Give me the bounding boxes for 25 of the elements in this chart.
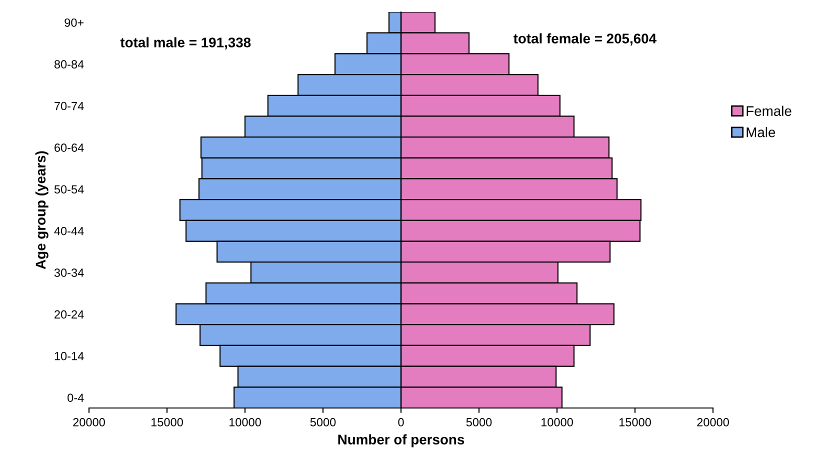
x-tick-label: 5000 <box>310 418 336 426</box>
x-tick-label: 15000 <box>151 418 183 426</box>
legend-label: Female <box>746 106 792 116</box>
y-axis-title: Age group (years) <box>35 151 48 270</box>
x-tick-label: 20000 <box>697 418 729 426</box>
y-tick-label: 60-64 <box>54 144 84 152</box>
x-axis-title: Number of persons <box>338 434 464 448</box>
y-tick-label: 30-34 <box>54 268 84 277</box>
y-tick-label: 70-74 <box>54 102 84 110</box>
x-tick-label: 10000 <box>229 418 261 426</box>
x-tick-label: 15000 <box>619 418 651 426</box>
legend-label: Male <box>746 127 776 138</box>
y-tick-label: 40-44 <box>54 226 84 236</box>
y-tick-label: 80-84 <box>54 60 84 68</box>
x-tick-label: 0 <box>398 418 404 426</box>
y-tick-label: 0-4 <box>68 394 84 402</box>
y-tick-label: 90+ <box>64 18 84 27</box>
annotation: total female = 205,604 <box>513 33 656 46</box>
x-tick-label: 5000 <box>466 418 492 426</box>
y-tick-label: 50-54 <box>54 185 84 194</box>
y-tick-label: 20-24 <box>54 310 84 319</box>
y-tick-label: 10-14 <box>54 352 84 360</box>
annotation: total male = 191,338 <box>120 37 251 50</box>
x-tick-label: 10000 <box>541 418 573 426</box>
x-tick-label: 20000 <box>73 418 105 426</box>
